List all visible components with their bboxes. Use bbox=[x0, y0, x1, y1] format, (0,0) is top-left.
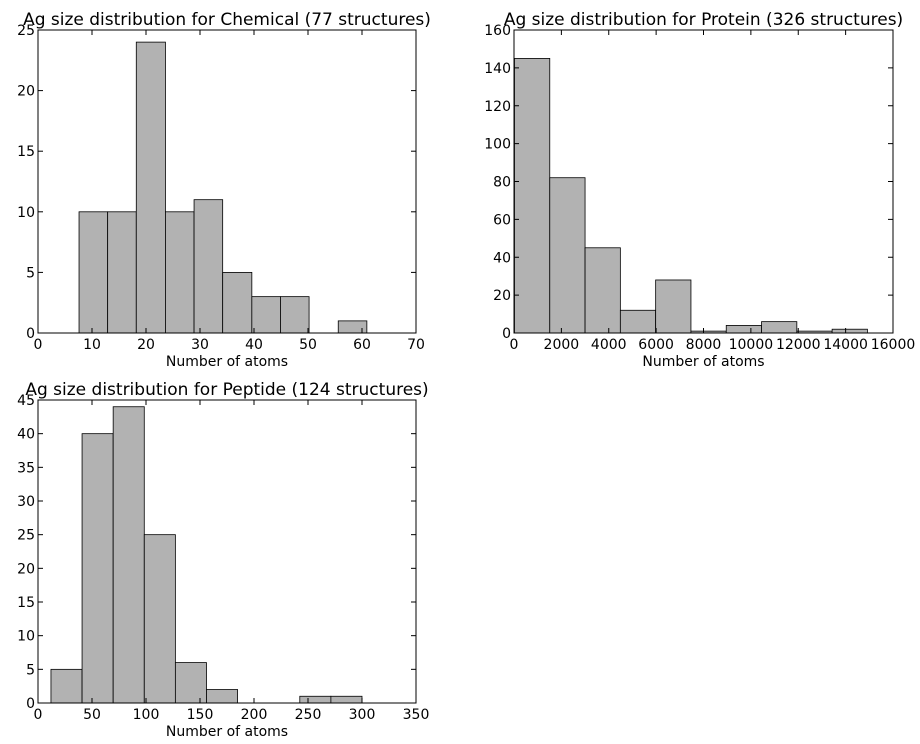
y-tick-label: 5 bbox=[26, 265, 35, 281]
x-tick-label: 200 bbox=[241, 707, 268, 723]
y-tick-label: 45 bbox=[17, 393, 35, 409]
x-tick-label: 2000 bbox=[544, 337, 580, 353]
x-tick-label: 300 bbox=[349, 707, 376, 723]
bar bbox=[299, 695, 332, 704]
bar bbox=[206, 689, 238, 704]
chart-title: Ag size distribution for Peptide (124 st… bbox=[25, 380, 428, 400]
y-tick-label: 20 bbox=[17, 84, 35, 100]
x-tick-label: 60 bbox=[353, 337, 371, 353]
x-axis-label: Number of atoms bbox=[166, 354, 288, 370]
x-tick-label: 6000 bbox=[638, 337, 674, 353]
bar bbox=[251, 296, 281, 334]
bar bbox=[330, 695, 363, 704]
y-tick-label: 160 bbox=[484, 23, 511, 39]
x-tick-label: 350 bbox=[403, 707, 430, 723]
y-tick-label: 35 bbox=[17, 460, 35, 476]
x-axis-label: Number of atoms bbox=[642, 354, 764, 370]
bar bbox=[549, 177, 586, 334]
x-tick-label: 8000 bbox=[686, 337, 722, 353]
axes-frame bbox=[37, 29, 417, 334]
bar bbox=[655, 279, 692, 334]
x-tick-label: 50 bbox=[83, 707, 101, 723]
y-tick-label: 15 bbox=[17, 595, 35, 611]
bar bbox=[337, 320, 368, 334]
bar bbox=[193, 199, 224, 334]
x-tick-label: 12000 bbox=[776, 337, 821, 353]
x-tick-label: 70 bbox=[407, 337, 425, 353]
bar bbox=[280, 296, 310, 334]
bar bbox=[174, 662, 207, 704]
x-tick-label: 14000 bbox=[823, 337, 868, 353]
y-tick-label: 0 bbox=[502, 326, 511, 342]
y-tick-label: 0 bbox=[26, 696, 35, 712]
bar bbox=[143, 534, 176, 704]
x-tick-label: 40 bbox=[245, 337, 263, 353]
bar bbox=[107, 211, 137, 334]
y-tick-label: 20 bbox=[493, 288, 511, 304]
bar bbox=[50, 668, 83, 704]
chart-title: Ag size distribution for Chemical (77 st… bbox=[23, 10, 431, 30]
x-tick-label: 4000 bbox=[591, 337, 627, 353]
x-tick-label: 20 bbox=[137, 337, 155, 353]
x-tick-label: 50 bbox=[299, 337, 317, 353]
x-tick-label: 30 bbox=[191, 337, 209, 353]
x-tick-label: 0 bbox=[34, 707, 43, 723]
x-tick-label: 16000 bbox=[871, 337, 916, 353]
bar bbox=[619, 309, 657, 334]
y-tick-label: 10 bbox=[17, 205, 35, 221]
bar bbox=[831, 328, 868, 334]
x-tick-label: 10000 bbox=[729, 337, 774, 353]
x-tick-label: 10 bbox=[83, 337, 101, 353]
x-tick-label: 0 bbox=[510, 337, 519, 353]
y-tick-label: 40 bbox=[493, 250, 511, 266]
bar bbox=[584, 247, 621, 334]
bar bbox=[81, 433, 114, 704]
y-tick-label: 30 bbox=[17, 494, 35, 510]
x-axis-label: Number of atoms bbox=[166, 724, 288, 740]
bar bbox=[725, 325, 762, 334]
x-tick-label: 100 bbox=[133, 707, 160, 723]
y-tick-label: 100 bbox=[484, 137, 511, 153]
y-tick-label: 40 bbox=[17, 427, 35, 443]
y-tick-label: 60 bbox=[493, 212, 511, 228]
y-tick-label: 25 bbox=[17, 23, 35, 39]
bar bbox=[165, 211, 195, 334]
x-tick-label: 250 bbox=[295, 707, 322, 723]
bar bbox=[112, 406, 145, 704]
x-tick-label: 150 bbox=[187, 707, 214, 723]
bar bbox=[761, 321, 798, 334]
y-tick-label: 120 bbox=[484, 99, 511, 115]
axes-frame bbox=[37, 399, 417, 704]
y-tick-label: 10 bbox=[17, 629, 35, 645]
y-tick-label: 15 bbox=[17, 144, 35, 160]
y-tick-label: 0 bbox=[26, 326, 35, 342]
bar bbox=[222, 271, 253, 334]
y-tick-label: 80 bbox=[493, 175, 511, 191]
y-tick-label: 5 bbox=[26, 662, 35, 678]
x-tick-label: 0 bbox=[34, 337, 43, 353]
bar bbox=[135, 41, 166, 334]
y-tick-label: 20 bbox=[17, 561, 35, 577]
chart-title: Ag size distribution for Protein (326 st… bbox=[504, 10, 903, 30]
bar bbox=[514, 58, 551, 334]
y-tick-label: 25 bbox=[17, 528, 35, 544]
y-tick-label: 140 bbox=[484, 61, 511, 77]
bar bbox=[78, 211, 109, 334]
